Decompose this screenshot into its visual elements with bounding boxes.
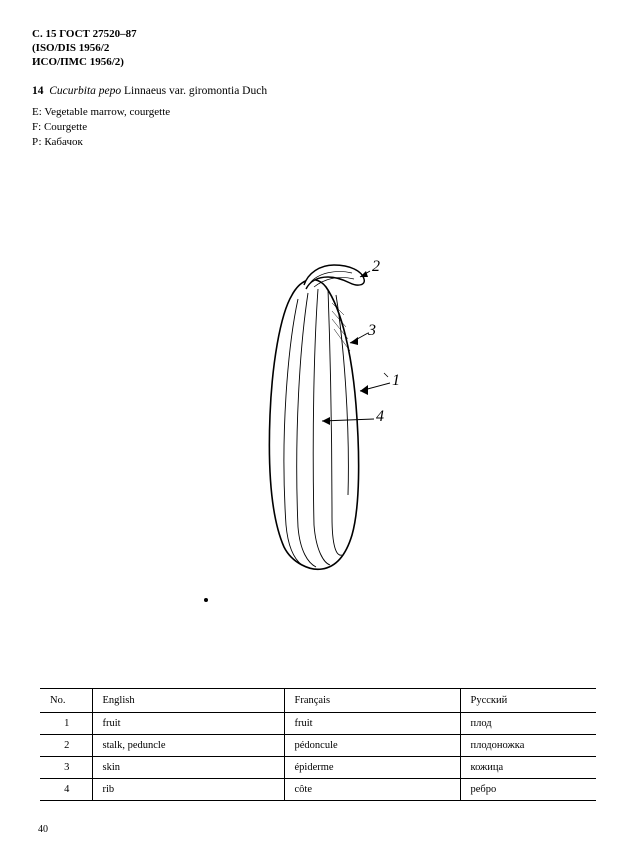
figure-courgette [232,255,432,575]
callout-1: 1 [392,372,400,390]
cell-no: 1 [40,713,92,735]
header-line-1: С. 15 ГОСТ 27520–87 [32,28,597,42]
cell-fr: fruit [284,713,460,735]
header-line-3: ИСО/ПМС 1956/2) [32,56,597,70]
arrowhead-3 [350,337,358,345]
th-en: English [92,689,284,713]
header-line-2: (ISO/DIS 1956/2 [32,42,597,56]
cell-en: skin [92,757,284,779]
th-no: No. [40,689,92,713]
stray-dot [204,598,208,602]
entry-number: 14 [32,85,44,97]
entry-latin: Cucurbita pepo [49,85,121,97]
callout-3: 3 [368,322,376,340]
page-number: 40 [38,824,48,835]
table-header-row: No. English Français Русский [40,689,596,713]
table-row: 1 fruit fruit плод [40,713,596,735]
cell-en: rib [92,779,284,801]
tick-1 [384,373,388,377]
entry-latin-rest: Linnaeus var. giromontia Duch [124,85,267,97]
arrowhead-1 [360,385,368,395]
cell-fr: côte [284,779,460,801]
cell-en: fruit [92,713,284,735]
terms-table: No. English Français Русский 1 fruit fru… [40,688,596,801]
table-row: 2 stalk, peduncle pédoncule плодоножка [40,735,596,757]
th-ru: Русский [460,689,596,713]
name-f-label: F: [32,121,41,133]
entry-heading: 14 Cucurbita pepo Linnaeus var. giromont… [32,85,597,97]
th-fr: Français [284,689,460,713]
cell-fr: pédoncule [284,735,460,757]
callout-4: 4 [376,408,384,426]
cell-no: 2 [40,735,92,757]
callout-2: 2 [372,258,380,276]
name-f-value: Courgette [44,121,87,133]
cell-en: stalk, peduncle [92,735,284,757]
cell-no: 4 [40,779,92,801]
table-row: 4 rib côte ребро [40,779,596,801]
table-row: 3 skin épiderme кожица [40,757,596,779]
names-block: E: Vegetable marrow, courgette F: Courge… [32,105,597,150]
cell-ru: ребро [460,779,596,801]
doc-header: С. 15 ГОСТ 27520–87 (ISO/DIS 1956/2 ИСО/… [32,28,597,69]
name-p-label: Р: [32,136,42,148]
name-p-value: Кабачок [44,136,83,148]
cell-fr: épiderme [284,757,460,779]
cell-no: 3 [40,757,92,779]
cell-ru: кожица [460,757,596,779]
name-e-value: Vegetable marrow, courgette [44,106,170,118]
cell-ru: плод [460,713,596,735]
name-e-label: E: [32,106,42,118]
cell-ru: плодоножка [460,735,596,757]
